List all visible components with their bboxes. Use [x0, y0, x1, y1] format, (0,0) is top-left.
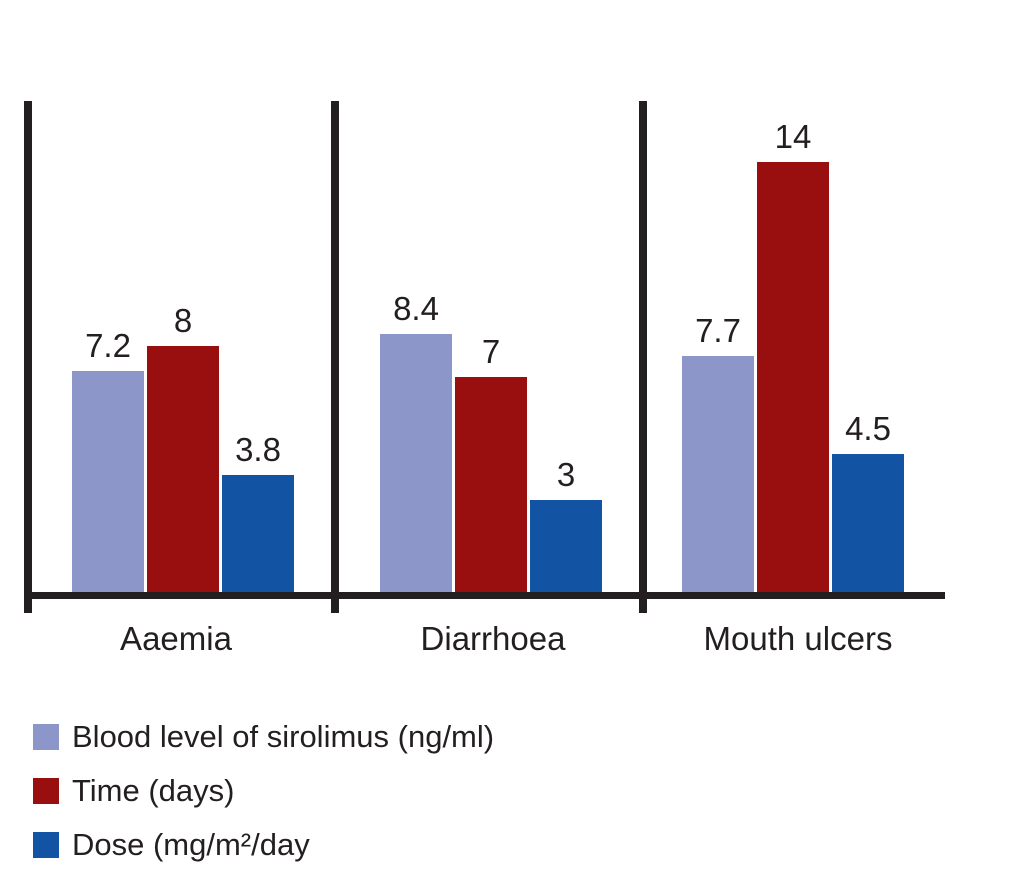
y-axis-line-1 — [331, 101, 339, 613]
legend-item-dose: Dose (mg/m²/day — [33, 827, 494, 862]
bar-value-label: 14 — [774, 118, 812, 155]
legend-label-dose: Dose (mg/m²/day — [72, 827, 310, 862]
legend-label-blood-level: Blood level of sirolimus (ng/ml) — [72, 719, 495, 754]
bar-0-0 — [72, 371, 144, 592]
bar-1-1 — [455, 377, 527, 592]
bar-value-label: 3.8 — [235, 431, 281, 468]
legend-item-time: Time (days) — [33, 773, 494, 808]
bar-value-label: 7.2 — [85, 327, 131, 364]
bar-value-label: 4.5 — [845, 410, 891, 447]
category-label: Aaemia — [120, 620, 232, 657]
bar-value-label: 8.4 — [393, 290, 439, 327]
legend: Blood level of sirolimus (ng/ml) Time (d… — [33, 719, 494, 886]
legend-label-time: Time (days) — [72, 773, 235, 808]
legend-swatch-time — [33, 778, 59, 804]
bar-2-1 — [530, 500, 602, 592]
bar-value-label: 7 — [481, 333, 501, 370]
category-label: Mouth ulcers — [703, 620, 893, 657]
bar-1-2 — [757, 162, 829, 592]
legend-swatch-dose — [33, 832, 59, 858]
y-axis-line-0 — [24, 101, 32, 613]
bar-value-label: 8 — [173, 302, 193, 339]
legend-item-blood-level: Blood level of sirolimus (ng/ml) — [33, 719, 494, 754]
x-axis-line — [24, 592, 945, 599]
bar-2-0 — [222, 475, 294, 592]
bar-value-label: 7.7 — [695, 312, 741, 349]
category-label: Diarrhoea — [420, 620, 566, 657]
y-axis-line-2 — [639, 101, 647, 613]
bar-value-label: 3 — [556, 456, 576, 493]
bar-0-1 — [380, 334, 452, 592]
bar-2-2 — [832, 454, 904, 592]
legend-swatch-blood-level — [33, 724, 59, 750]
bar-0-2 — [682, 356, 754, 592]
bar-1-0 — [147, 346, 219, 592]
